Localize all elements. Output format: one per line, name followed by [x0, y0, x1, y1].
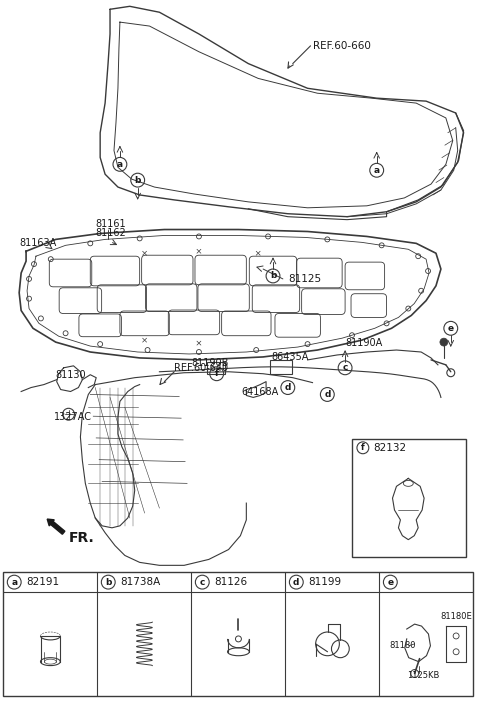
Text: 64168A: 64168A	[241, 387, 279, 398]
Text: 1125KB: 1125KB	[407, 671, 439, 680]
Text: b: b	[134, 175, 141, 184]
Text: 81162: 81162	[95, 229, 126, 239]
Bar	[3, 572, 473, 696]
Text: 81199: 81199	[308, 577, 341, 587]
Text: 86435A: 86435A	[271, 352, 308, 362]
Text: 81180E: 81180E	[440, 612, 472, 621]
Text: c: c	[200, 577, 205, 586]
Text: b: b	[270, 272, 276, 280]
Bar	[207, 362, 225, 374]
Text: 81130: 81130	[56, 370, 86, 379]
Text: d: d	[285, 383, 291, 392]
Text: e: e	[387, 577, 394, 586]
Text: 81190A: 81190A	[345, 338, 383, 348]
Text: 81125: 81125	[288, 274, 321, 284]
Text: a: a	[117, 160, 123, 169]
Text: b: b	[105, 577, 111, 586]
Bar	[270, 360, 292, 374]
Text: c: c	[342, 363, 348, 372]
Text: d: d	[324, 390, 331, 399]
Text: 81126: 81126	[214, 577, 247, 587]
Text: 81738A: 81738A	[120, 577, 160, 587]
Text: FR.: FR.	[69, 531, 94, 545]
Text: REF.60-660: REF.60-660	[312, 41, 371, 51]
Text: d: d	[293, 577, 300, 586]
Text: f: f	[361, 444, 365, 452]
Text: 81190B: 81190B	[191, 358, 228, 368]
Text: 81180: 81180	[389, 641, 416, 650]
Text: a: a	[373, 165, 380, 175]
Text: 82191: 82191	[26, 577, 59, 587]
Text: 82132: 82132	[374, 443, 407, 453]
Bar	[352, 439, 466, 558]
FancyArrow shape	[47, 519, 65, 534]
Text: 81163A: 81163A	[19, 239, 57, 249]
Text: 81161: 81161	[95, 219, 126, 229]
Text: REF.60-640: REF.60-640	[174, 363, 228, 373]
Text: f: f	[215, 369, 219, 378]
Text: 1327AC: 1327AC	[54, 412, 92, 422]
Circle shape	[440, 338, 448, 346]
Text: e: e	[448, 324, 454, 333]
Text: a: a	[11, 577, 17, 586]
